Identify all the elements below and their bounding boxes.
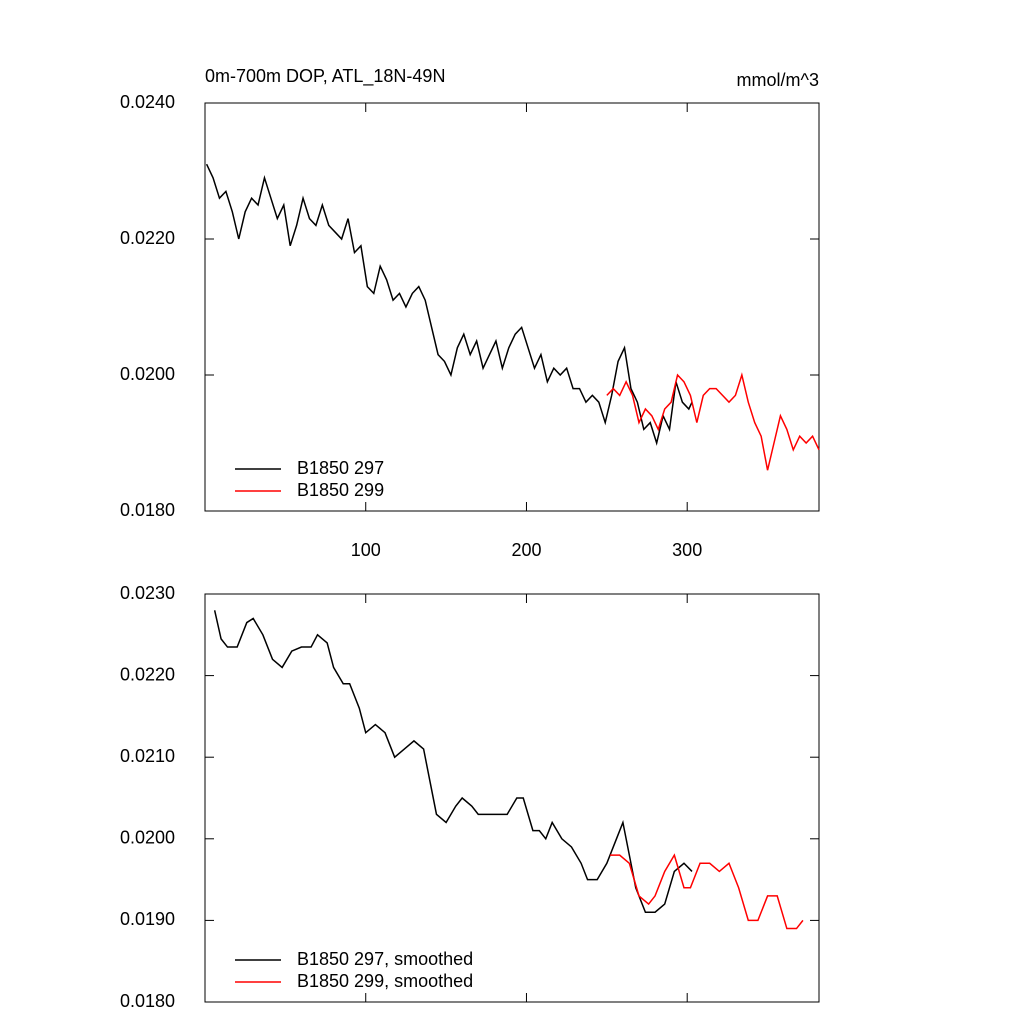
y-tick-label: 0.0200	[120, 828, 175, 848]
x-tick-label: 200	[511, 540, 541, 560]
plot-frame	[204, 593, 820, 1003]
series-line	[606, 372, 820, 471]
y-tick-label: 0.0200	[120, 364, 175, 384]
units-label: mmol/m^3	[737, 70, 819, 90]
y-tick-label: 0.0230	[120, 583, 175, 603]
plot-frame	[204, 102, 820, 512]
x-tick-label: 100	[351, 540, 381, 560]
series-line	[610, 853, 804, 930]
legend-label: B1850 299	[297, 480, 384, 500]
chart-title: 0m-700m DOP, ATL_18N-49N	[205, 66, 445, 87]
legend-label: B1850 297, smoothed	[297, 949, 473, 969]
y-tick-label: 0.0190	[120, 909, 175, 929]
y-tick-label: 0.0210	[120, 746, 175, 766]
series-line	[213, 610, 693, 913]
legend-label: B1850 299, smoothed	[297, 971, 473, 991]
y-tick-label: 0.0180	[120, 991, 175, 1011]
series-line	[205, 163, 693, 446]
y-tick-label: 0.0180	[120, 500, 175, 520]
legend-label: B1850 297	[297, 458, 384, 478]
y-tick-label: 0.0220	[120, 664, 175, 684]
y-tick-label: 0.0240	[120, 92, 175, 112]
x-tick-label: 300	[672, 540, 702, 560]
y-tick-label: 0.0220	[120, 228, 175, 248]
